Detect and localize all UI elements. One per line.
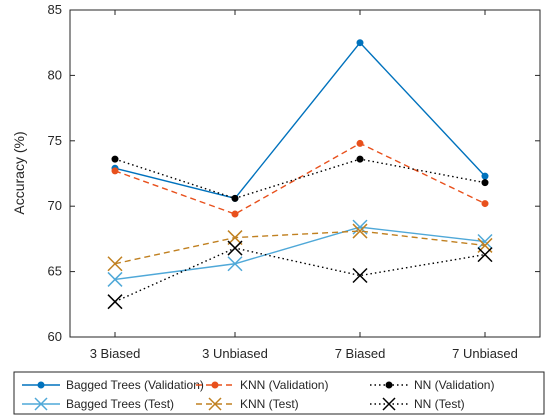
series-2-point	[231, 210, 239, 218]
y-tick-label: 80	[48, 67, 62, 82]
y-tick-label: 85	[48, 2, 62, 17]
x-tick-label: 3 Biased	[90, 346, 141, 361]
legend-marker-0	[37, 381, 45, 389]
legend-marker-4	[385, 381, 393, 389]
x-tick-label: 7 Biased	[335, 346, 386, 361]
series-4-point	[111, 155, 119, 163]
x-tick-label: 7 Unbiased	[452, 346, 518, 361]
series-5-point	[227, 240, 243, 256]
series-line-1	[114, 226, 486, 281]
series-2-point	[481, 200, 489, 208]
x-axis: 3 Biased 3 Unbiased 7 Biased 7 Unbiased	[90, 10, 518, 361]
y-axis-title: Accuracy (%)	[11, 131, 27, 214]
series-3-point	[352, 223, 368, 239]
series-3-point	[227, 230, 243, 246]
y-tick-label: 75	[48, 133, 62, 148]
y-tick-label: 60	[48, 329, 62, 344]
plot-area	[69, 9, 541, 338]
y-tick-label: 70	[48, 198, 62, 213]
series-layer	[107, 39, 493, 310]
series-4-point	[231, 194, 239, 202]
legend-label-3: KNN (Test)	[240, 397, 299, 411]
legend-box	[13, 371, 545, 415]
legend-label-5: NN (Test)	[414, 397, 465, 411]
series-3-point	[107, 256, 123, 272]
series-1-point	[477, 233, 493, 250]
series-1-point	[107, 271, 123, 287]
series-1-point	[227, 256, 243, 272]
series-5-point	[107, 294, 123, 310]
legend: Bagged Trees (Validation) Bagged Trees (T…	[22, 378, 494, 411]
series-2-point	[356, 139, 364, 147]
series-4-point	[481, 179, 489, 187]
x-tick-label: 3 Unbiased	[202, 346, 268, 361]
legend-label-4: NN (Validation)	[414, 378, 494, 392]
legend-label-1: Bagged Trees (Test)	[66, 397, 174, 411]
legend-label-0: Bagged Trees (Validation)	[66, 378, 204, 392]
legend-marker-1	[34, 397, 48, 411]
series-line-0	[114, 41, 486, 200]
legend-label-2: KNN (Validation)	[240, 378, 328, 392]
series-line-3	[114, 230, 486, 265]
series-4-point	[356, 155, 364, 163]
series-2-point	[111, 167, 119, 175]
series-5-point	[352, 267, 368, 284]
legend-marker-5	[382, 397, 396, 411]
y-tick-label: 65	[48, 264, 62, 279]
series-line-2	[114, 142, 486, 215]
series-5-point	[477, 247, 493, 263]
legend-marker-3	[208, 397, 222, 411]
y-axis: 60 65 70 75 80 85	[48, 2, 540, 344]
series-line-4	[114, 158, 486, 200]
series-0-point	[481, 172, 489, 180]
legend-marker-2	[211, 381, 219, 389]
series-0-point	[356, 39, 364, 47]
